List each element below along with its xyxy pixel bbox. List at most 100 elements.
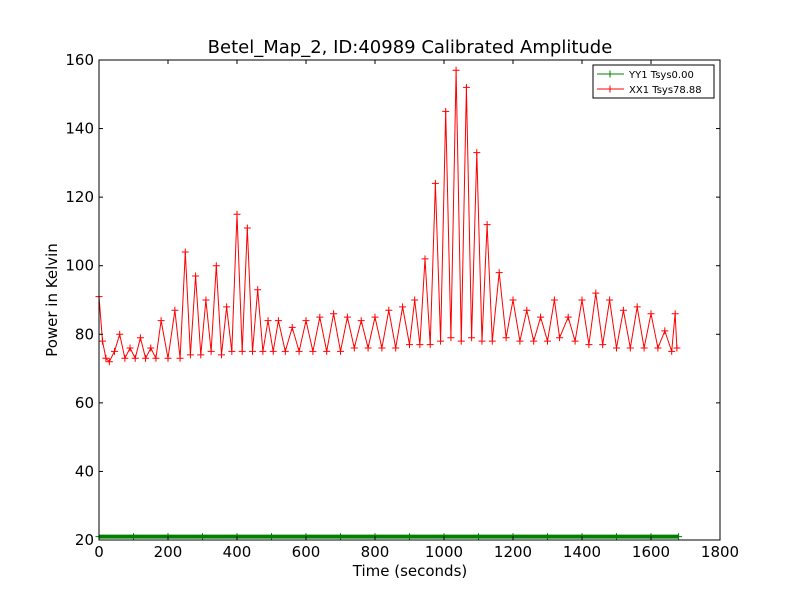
data-point-yy1 [613,533,620,541]
x-tick-label: 200 [154,543,183,561]
data-point-xx1 [102,354,110,362]
data-point-yy1 [544,533,551,541]
plot-background [99,60,720,540]
data-point-xx1 [176,354,184,362]
data-point-yy1 [406,533,413,541]
legend-box [592,64,715,99]
data-point-xx1 [509,296,517,304]
data-point-xx1 [249,347,257,355]
y-tick-label: 80 [75,325,94,343]
x-tick-label: 0 [94,543,104,561]
y-tick-label: 100 [65,257,94,275]
data-point-xx1 [295,347,303,355]
y-tick-label: 60 [75,394,94,412]
data-point-xx1 [164,354,172,362]
data-point-xx1 [157,317,165,325]
data-point-xx1 [416,341,424,349]
plot-area: 0 200 400 600 800 1000 1200 1400 1600 1800 20 40 60 8… [65,51,739,561]
legend-marker-xx1 [606,85,614,93]
data-point-xx1 [523,306,531,314]
data-point-xx1 [468,334,476,342]
data-point-xx1 [281,347,289,355]
data-point-xx1 [495,269,503,277]
data-point-xx1 [626,344,634,352]
data-point-xx1 [316,313,324,321]
series-xx1 [95,66,681,366]
data-point-xx1 [142,354,150,362]
data-point-xx1 [647,310,655,318]
data-point-xx1 [323,347,331,355]
data-point-xx1 [111,347,119,355]
data-point-xx1 [571,337,579,345]
data-point-xx1 [654,344,662,352]
ticks-layer: 0 200 400 600 800 1000 1200 1400 1600 1800 20 40 60 8… [65,51,739,561]
y-tick-label: 160 [65,51,94,69]
data-point-xx1 [357,317,365,325]
data-point-xx1 [302,317,310,325]
y-tick-label: 140 [65,120,94,138]
data-point-yy1 [675,533,683,541]
data-point-xx1 [105,358,113,366]
data-point-xx1 [207,347,215,355]
legend: YY1 Tsys0.00 XX1 Tsys78.88 [592,64,715,99]
data-point-xx1 [431,179,439,187]
data-point-xx1 [192,272,200,280]
data-point-xx1 [613,344,620,352]
plot-frame [98,59,721,541]
data-point-xx1 [337,347,344,355]
legend-entry-xx1: XX1 Tsys78.88 [597,85,702,96]
data-point-xx1 [462,83,470,91]
data-point-xx1 [483,221,491,229]
data-point-xx1 [181,248,189,256]
data-point-xx1 [406,341,413,349]
data-point-xx1 [309,347,317,355]
data-point-xx1 [264,317,272,325]
data-point-xx1 [233,210,241,218]
data-point-yy1 [268,533,275,541]
data-point-xx1 [619,306,627,314]
data-point-xx1 [217,351,225,359]
data-point-xx1 [537,313,545,321]
legend-label-yy1: YY1 Tsys0.00 [628,70,694,81]
data-point-xx1 [269,347,277,355]
x-axis-title: Time (seconds) [352,562,468,580]
data-point-xx1 [421,255,429,263]
data-point-xx1 [442,107,450,115]
data-point-xx1 [223,303,231,311]
data-point-xx1 [599,341,607,349]
data-point-xx1 [343,313,351,321]
data-point-xx1 [457,337,465,345]
data-point-xx1 [259,347,267,355]
data-point-xx1 [502,334,510,342]
data-point-xx1 [633,303,641,311]
data-point-xx1 [564,313,572,321]
data-point-xx1 [661,327,669,335]
x-tick-label: 1200 [494,543,532,561]
data-point-xx1 [447,334,455,342]
data-point-xx1 [378,344,386,352]
data-point-xx1 [243,224,251,232]
data-point-xx1 [426,341,434,349]
data-point-xx1 [186,351,194,359]
data-point-xx1 [673,344,681,352]
data-point-xx1 [668,347,676,355]
series-layer [95,66,683,541]
data-point-xx1 [452,66,460,74]
data-point-xx1 [437,337,445,345]
data-point-xx1 [530,337,538,345]
data-point-xx1 [671,310,679,318]
data-point-yy1 [199,533,206,541]
data-point-xx1 [197,351,205,359]
x-tick-label: 400 [223,543,252,561]
data-point-xx1 [274,317,282,325]
data-point-xx1 [478,337,486,345]
data-point-xx1 [212,262,220,270]
data-point-xx1 [116,330,124,338]
data-point-xx1 [147,344,155,352]
data-point-xx1 [121,354,129,362]
data-point-xx1 [550,296,558,304]
y-tick-label: 40 [75,462,94,480]
data-point-xx1 [556,334,564,342]
data-point-xx1 [131,354,139,362]
